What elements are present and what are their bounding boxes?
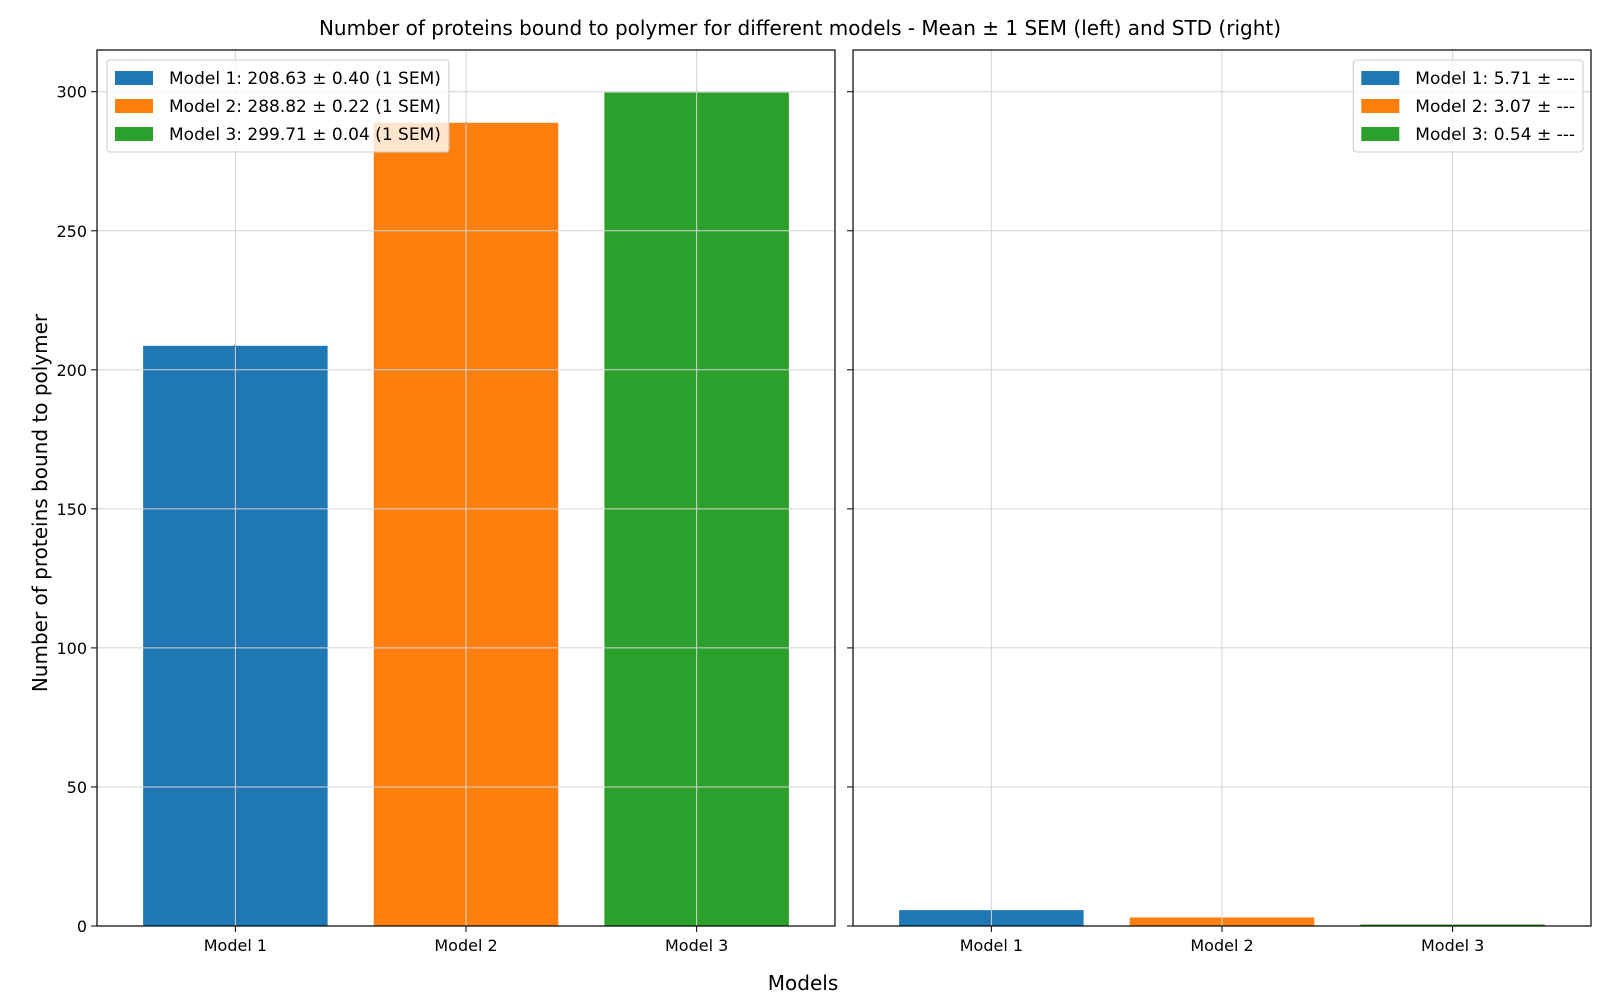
legend-swatch	[115, 127, 153, 141]
y-tick-label: 0	[77, 917, 87, 936]
y-tick-label: 200	[56, 361, 87, 380]
legend-swatch	[1361, 71, 1400, 85]
x-axis-label: Models	[768, 971, 838, 995]
x-tick-label: Model 1	[204, 936, 267, 955]
y-tick-label: 300	[56, 83, 87, 102]
x-tick-label: Model 3	[665, 936, 728, 955]
legend-box	[106, 59, 450, 153]
mean-panel: 0 50 100 150 200 250 300 Model 1 Model 2 Model 3 M…	[56, 49, 836, 955]
std-panel: Model 1 Model 2 Model 3 Model 1: 5.71 ± ---…	[847, 49, 1592, 955]
legend-swatch	[115, 99, 153, 113]
y-tick-label: 250	[56, 222, 87, 241]
legend-swatch	[115, 71, 153, 85]
legend-label: Model 3: 299.71 ± 0.04 (1 SEM)	[169, 125, 441, 145]
y-tick-label: 100	[56, 639, 87, 658]
y-tick-label: 150	[56, 500, 87, 519]
x-tick-label: Model 2	[1190, 936, 1253, 955]
legend-label: Model 2: 3.07 ± ---	[1415, 97, 1575, 117]
legend-mean: Model 1: 208.63 ± 0.40 (1 SEM) Model 2: 2…	[106, 59, 450, 153]
x-tick-label: Model 2	[434, 936, 497, 955]
legend-label: Model 1: 208.63 ± 0.40 (1 SEM)	[169, 69, 441, 89]
chart-title: Number of proteins bound to polymer for …	[319, 16, 1281, 40]
legend-box	[1352, 59, 1584, 153]
legend-label: Model 1: 5.71 ± ---	[1415, 69, 1575, 89]
x-tick-label: Model 1	[960, 936, 1023, 955]
legend-swatch	[1361, 127, 1400, 141]
legend-label: Model 2: 288.82 ± 0.22 (1 SEM)	[169, 97, 441, 117]
legend-label: Model 3: 0.54 ± ---	[1415, 125, 1575, 145]
legend-swatch	[1361, 99, 1400, 113]
x-tick-label: Model 3	[1421, 936, 1484, 955]
y-axis-label: Number of proteins bound to polymer	[28, 313, 52, 692]
legend-std: Model 1: 5.71 ± --- Model 2: 3.07 ± --- Mo…	[1352, 59, 1584, 153]
y-tick-label: 50	[67, 778, 87, 797]
